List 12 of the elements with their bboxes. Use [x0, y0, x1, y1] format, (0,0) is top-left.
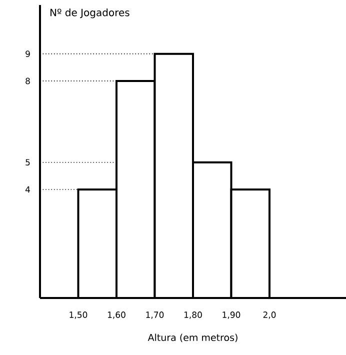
y-axis-title: Nº de Jogadores	[50, 8, 130, 18]
x-axis-title: Altura (em metros)	[148, 334, 238, 342]
y-tick-label: 9	[26, 50, 30, 58]
x-tick-label: 1,50	[70, 312, 88, 319]
y-tick-label: 4	[25, 186, 30, 193]
x-tick-label: 1,80	[184, 312, 202, 319]
y-tick-label: 5	[26, 159, 30, 166]
x-tick-label: 2,0	[263, 312, 276, 319]
x-tick-label: 1,90	[222, 312, 240, 319]
x-tick-label: 1,70	[146, 312, 164, 319]
y-tick-label: 8	[26, 78, 30, 84]
x-tick-label: 1,60	[108, 312, 126, 319]
